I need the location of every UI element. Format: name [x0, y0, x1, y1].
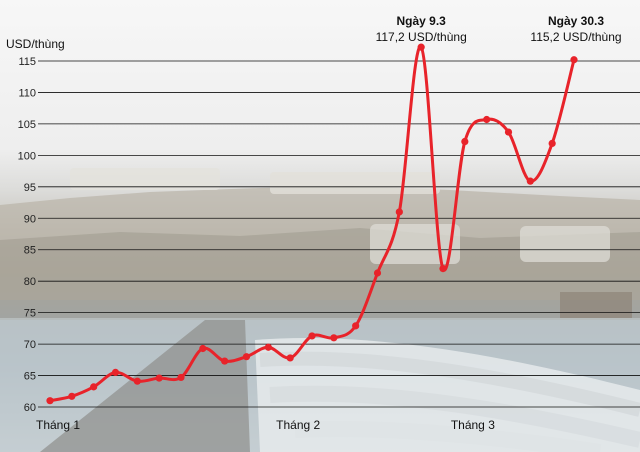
annotations: Ngày 9.3 117,2 USD/thùng Ngày 30.3 115,2 US…: [376, 14, 622, 44]
peak-annotation: Ngày 9.3 117,2 USD/thùng: [376, 14, 467, 44]
data-point: [155, 374, 163, 382]
y-tick-label: 60: [24, 402, 36, 414]
annotation-value: 115,2 USD/thùng: [530, 30, 621, 44]
data-point: [373, 269, 382, 277]
data-point: [133, 377, 141, 385]
data-point: [461, 137, 469, 146]
data-point: [199, 344, 207, 353]
y-axis-unit-label: USD/thùng: [6, 37, 65, 51]
y-tick-label: 100: [18, 150, 36, 162]
data-point: [526, 177, 534, 185]
y-tick-label: 80: [24, 276, 36, 288]
x-month-label: Tháng 1: [36, 418, 80, 432]
data-point: [483, 115, 491, 124]
data-point: [221, 357, 229, 365]
data-point: [308, 332, 316, 340]
y-tick-label: 75: [24, 308, 36, 320]
data-point: [352, 322, 360, 330]
data-point: [395, 208, 403, 216]
month-labels: Tháng 1 Tháng 2 Tháng 3: [36, 418, 495, 432]
data-point: [330, 334, 338, 342]
data-point: [504, 128, 513, 136]
data-point: [68, 392, 76, 400]
data-point: [242, 353, 251, 361]
y-tick-label: 90: [24, 213, 36, 225]
annotation-date: Ngày 9.3: [396, 14, 446, 28]
y-tick-label: 70: [24, 339, 36, 351]
data-point: [111, 368, 120, 376]
data-point: [286, 354, 294, 362]
y-tick-label: 95: [24, 182, 36, 194]
data-point: [439, 265, 447, 273]
y-tick-label: 85: [24, 245, 36, 257]
y-tick-label: 110: [18, 87, 36, 99]
annotation-value: 117,2 USD/thùng: [376, 30, 467, 44]
data-point: [90, 383, 98, 391]
price-series: [46, 43, 578, 405]
data-point: [264, 343, 272, 351]
y-tick-label: 65: [24, 371, 36, 383]
data-point: [46, 397, 54, 405]
y-tick-label: 105: [18, 119, 36, 131]
gridlines: [38, 60, 640, 408]
y-tick-label: 115: [18, 56, 36, 68]
x-month-label: Tháng 2: [276, 418, 320, 432]
data-point: [570, 56, 578, 64]
peak-annotation: Ngày 30.3 115,2 USD/thùng: [530, 14, 621, 44]
y-axis-ticks: 60 65 70 75 80 85 90 95 100 105 110 115: [18, 56, 36, 414]
annotation-date: Ngày 30.3: [548, 14, 604, 28]
x-month-label: Tháng 3: [451, 418, 495, 432]
data-point: [177, 373, 185, 382]
data-point: [417, 43, 425, 51]
data-point: [548, 139, 556, 148]
